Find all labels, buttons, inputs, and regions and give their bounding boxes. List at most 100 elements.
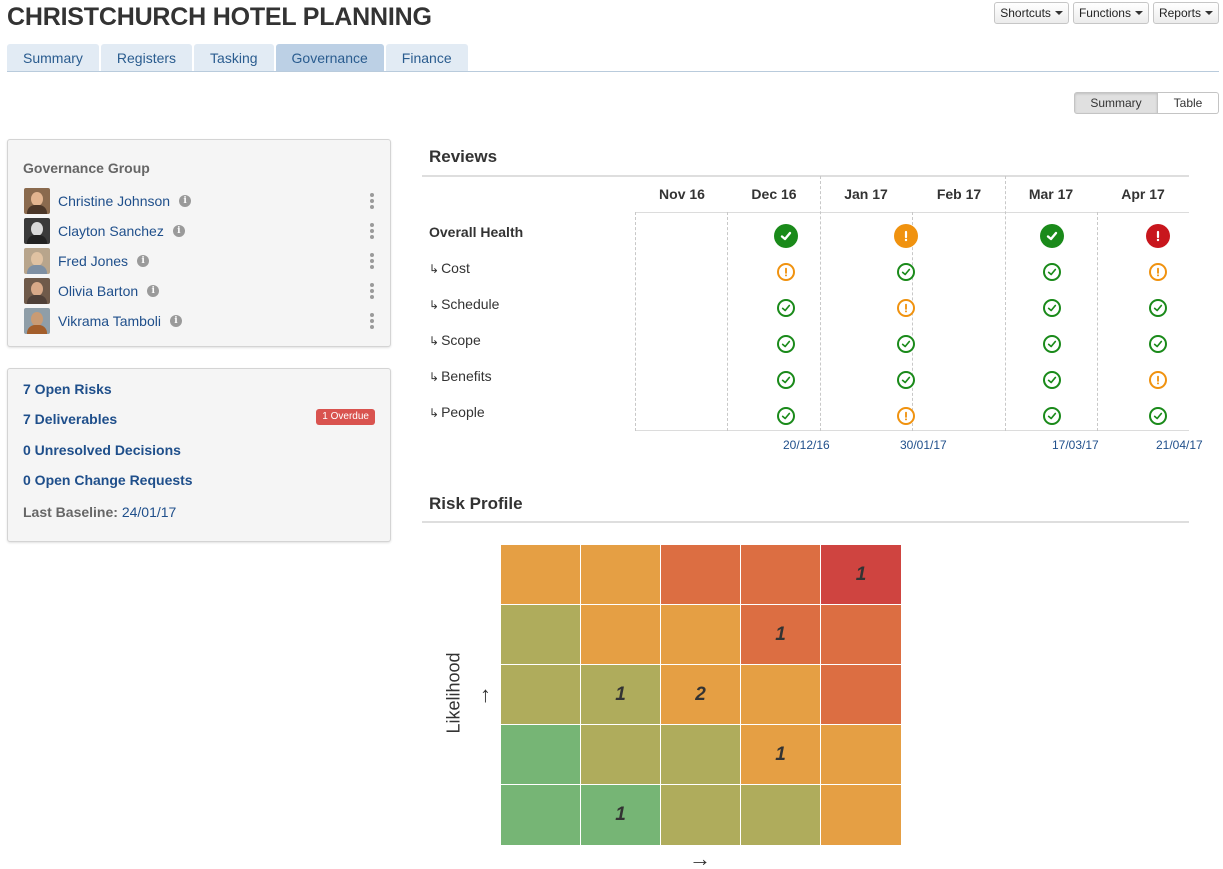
avatar	[24, 308, 50, 334]
check-icon[interactable]	[777, 299, 795, 317]
risk-matrix-cell[interactable]	[501, 665, 581, 725]
review-row-text: Scope	[441, 332, 481, 348]
check-icon[interactable]	[897, 263, 915, 281]
risk-matrix-cell[interactable]	[581, 725, 661, 785]
risk-matrix-cell[interactable]: 1	[741, 725, 821, 785]
tab-finance[interactable]: Finance	[385, 44, 468, 71]
risk-matrix-cell[interactable]	[741, 545, 821, 605]
avatar-body	[27, 325, 47, 334]
risk-matrix-cell[interactable]: 1	[741, 605, 821, 665]
deliverables-link[interactable]: 7 Deliverables	[23, 411, 118, 427]
tab-summary[interactable]: Summary	[7, 44, 99, 71]
indent-arrow-icon: ↳	[429, 370, 440, 384]
review-row-text: Cost	[441, 260, 470, 276]
timeline-gridline	[1005, 176, 1006, 431]
check-icon[interactable]	[774, 224, 798, 248]
info-icon[interactable]: i	[169, 315, 182, 327]
risk-matrix-cell[interactable]	[661, 725, 741, 785]
table-view-button[interactable]: Table	[1158, 92, 1219, 114]
review-row-label: ↳ Scope	[429, 332, 481, 348]
open-change-requests-link[interactable]: 0 Open Change Requests	[23, 472, 193, 488]
timeline-gridline	[912, 212, 913, 431]
risk-matrix-cell[interactable]	[501, 725, 581, 785]
review-date-link[interactable]: 17/03/17	[1052, 438, 1099, 452]
governance-member: Clayton Sanchez i	[24, 218, 374, 244]
member-name[interactable]: Vikrama Tamboli	[58, 313, 161, 329]
open-risks-link[interactable]: 7 Open Risks	[23, 381, 112, 397]
overdue-badge[interactable]: 1 Overdue	[316, 409, 375, 425]
governance-member: Christine Johnson i	[24, 188, 374, 214]
exclamation-icon[interactable]	[897, 407, 915, 425]
shortcuts-dropdown[interactable]: Shortcuts	[994, 2, 1069, 24]
exclamation-icon[interactable]	[1149, 371, 1167, 389]
check-icon[interactable]	[1040, 224, 1064, 248]
check-icon[interactable]	[1043, 299, 1061, 317]
unresolved-decisions-link[interactable]: 0 Unresolved Decisions	[23, 442, 181, 458]
last-baseline: Last Baseline: 24/01/17	[23, 504, 176, 520]
info-icon[interactable]: i	[137, 255, 150, 267]
tab-governance[interactable]: Governance	[275, 44, 384, 71]
tab-registers[interactable]: Registers	[100, 44, 193, 71]
risk-matrix-cell[interactable]: 1	[821, 545, 901, 605]
last-baseline-date[interactable]: 24/01/17	[121, 504, 177, 520]
exclamation-icon[interactable]	[894, 224, 918, 248]
review-date-link[interactable]: 20/12/16	[783, 438, 830, 452]
risk-matrix-cell[interactable]: 1	[581, 785, 661, 845]
check-icon[interactable]	[1149, 299, 1167, 317]
check-icon[interactable]	[1149, 407, 1167, 425]
exclamation-icon[interactable]	[897, 299, 915, 317]
risk-matrix-cell[interactable]	[501, 785, 581, 845]
risk-matrix-cell[interactable]	[501, 605, 581, 665]
functions-dropdown[interactable]: Functions	[1072, 2, 1149, 24]
check-icon[interactable]	[1149, 335, 1167, 353]
risk-matrix-cell[interactable]	[661, 545, 741, 605]
check-icon[interactable]	[777, 407, 795, 425]
check-icon[interactable]	[777, 335, 795, 353]
risk-matrix-cell[interactable]: 1	[581, 665, 661, 725]
risk-matrix-cell[interactable]	[581, 545, 661, 605]
risk-matrix-cell[interactable]	[741, 665, 821, 725]
check-icon[interactable]	[897, 335, 915, 353]
member-name[interactable]: Olivia Barton	[58, 283, 139, 299]
check-icon[interactable]	[897, 371, 915, 389]
member-name[interactable]: Clayton Sanchez	[58, 223, 164, 239]
summary-view-button[interactable]: Summary	[1074, 92, 1158, 114]
more-options-icon[interactable]	[370, 193, 374, 209]
review-date-link[interactable]: 21/04/17	[1156, 438, 1203, 452]
month-header: Dec 16	[751, 186, 797, 202]
member-name[interactable]: Fred Jones	[58, 253, 129, 269]
more-options-icon[interactable]	[370, 313, 374, 329]
risk-matrix-cell[interactable]	[741, 785, 821, 845]
check-icon[interactable]	[1043, 371, 1061, 389]
tab-tasking[interactable]: Tasking	[194, 44, 274, 71]
check-icon[interactable]	[777, 371, 795, 389]
shortcuts-label: Shortcuts	[1000, 6, 1051, 20]
risk-matrix-cell[interactable]	[661, 785, 741, 845]
more-options-icon[interactable]	[370, 253, 374, 269]
risk-matrix-cell[interactable]	[821, 785, 901, 845]
risk-matrix-cell[interactable]	[821, 725, 901, 785]
exclamation-icon[interactable]	[1149, 263, 1167, 281]
risk-profile-divider	[422, 521, 1189, 523]
more-options-icon[interactable]	[370, 283, 374, 299]
reports-label: Reports	[1158, 6, 1201, 20]
risk-matrix-cell[interactable]	[581, 605, 661, 665]
reports-dropdown[interactable]: Reports	[1152, 2, 1219, 24]
member-name[interactable]: Christine Johnson	[58, 193, 171, 209]
more-options-icon[interactable]	[370, 223, 374, 239]
info-icon[interactable]: i	[172, 225, 185, 237]
check-icon[interactable]	[1043, 335, 1061, 353]
review-date-link[interactable]: 30/01/17	[900, 438, 947, 452]
check-icon[interactable]	[1043, 263, 1061, 281]
info-icon[interactable]: i	[147, 285, 160, 297]
info-icon[interactable]: i	[179, 195, 192, 207]
risk-matrix-cell[interactable]	[661, 605, 741, 665]
exclamation-icon[interactable]	[1146, 224, 1170, 248]
exclamation-icon[interactable]	[777, 263, 795, 281]
risk-matrix-cell[interactable]	[821, 665, 901, 725]
risk-matrix-cell[interactable]: 2	[661, 665, 741, 725]
risk-matrix-cell[interactable]	[821, 605, 901, 665]
risk-matrix-cell[interactable]	[501, 545, 581, 605]
check-icon[interactable]	[1043, 407, 1061, 425]
